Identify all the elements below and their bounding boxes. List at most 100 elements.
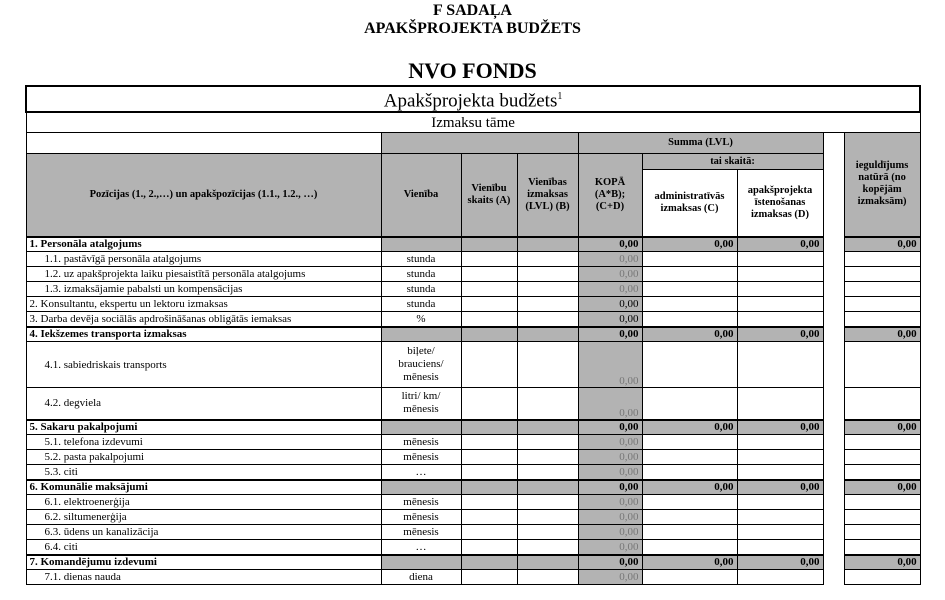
count-cell[interactable] [460, 325, 518, 342]
count-cell[interactable] [460, 509, 518, 525]
inkind-cell[interactable] [843, 434, 921, 450]
impl-cell[interactable] [736, 266, 824, 282]
count-cell[interactable] [460, 341, 518, 388]
unit-cost-cell[interactable] [516, 494, 579, 510]
inkind-cell: 0,00 [843, 325, 921, 342]
impl-cell[interactable] [736, 311, 824, 327]
admin-cell[interactable] [641, 434, 738, 450]
inkind-cell[interactable] [843, 251, 921, 267]
unit-cost-cell[interactable] [516, 341, 579, 388]
count-cell[interactable] [460, 266, 518, 282]
inkind-cell[interactable] [843, 311, 921, 327]
unit-cell: diena [380, 569, 462, 585]
impl-cell[interactable] [736, 434, 824, 450]
impl-cell[interactable] [736, 509, 824, 525]
total-cell: 0,00 [577, 235, 643, 252]
count-cell[interactable] [460, 296, 518, 312]
admin-cell[interactable] [641, 449, 738, 465]
admin-cell[interactable] [641, 509, 738, 525]
inkind-cell[interactable] [843, 387, 921, 420]
total-cell: 0,00 [577, 325, 643, 342]
table-row: 5.2. pasta pakalpojumi mēnesis 0,00 [25, 449, 921, 465]
unit-cost-cell[interactable] [516, 569, 579, 585]
impl-cell[interactable] [736, 387, 824, 420]
count-cell[interactable] [460, 434, 518, 450]
inkind-cell[interactable] [843, 494, 921, 510]
count-cell[interactable] [460, 281, 518, 297]
count-cell[interactable] [460, 539, 518, 555]
impl-cell[interactable] [736, 494, 824, 510]
unit-cost-cell[interactable] [516, 296, 579, 312]
unit-cost-cell[interactable] [516, 449, 579, 465]
unit-cost-cell[interactable] [516, 251, 579, 267]
inkind-cell[interactable] [843, 341, 921, 388]
impl-cell[interactable] [736, 281, 824, 297]
admin-cell[interactable] [641, 311, 738, 327]
header-unit-group [380, 132, 579, 154]
count-cell[interactable] [460, 494, 518, 510]
position-label: 4.1. sabiedriskais transports [25, 341, 382, 388]
header-sum-group: Summa (LVL) [577, 132, 824, 154]
unit-cost-cell[interactable] [516, 266, 579, 282]
inkind-cell[interactable] [843, 509, 921, 525]
unit-cell: mēnesis [380, 494, 462, 510]
impl-cell[interactable] [736, 539, 824, 555]
inkind-cell[interactable] [843, 464, 921, 480]
impl-cell[interactable] [736, 524, 824, 540]
unit-cost-cell[interactable] [516, 539, 579, 555]
count-cell[interactable] [460, 524, 518, 540]
inkind-cell[interactable] [843, 266, 921, 282]
unit-cost-cell[interactable] [516, 553, 579, 570]
impl-cell[interactable] [736, 251, 824, 267]
count-cell[interactable] [460, 449, 518, 465]
unit-cost-cell[interactable] [516, 418, 579, 435]
admin-cell[interactable] [641, 569, 738, 585]
unit-cost-cell[interactable] [516, 509, 579, 525]
impl-cell[interactable] [736, 464, 824, 480]
inkind-cell[interactable] [843, 296, 921, 312]
admin-cell[interactable] [641, 251, 738, 267]
table-row: 4.2. degviela litri/ km/ mēnesis 0,00 [25, 387, 921, 420]
admin-cell[interactable] [641, 494, 738, 510]
inkind-cell[interactable] [843, 449, 921, 465]
count-cell[interactable] [460, 418, 518, 435]
inkind-cell[interactable] [843, 524, 921, 540]
admin-cell[interactable] [641, 296, 738, 312]
admin-cell[interactable] [641, 281, 738, 297]
count-cell[interactable] [460, 464, 518, 480]
unit-cost-cell[interactable] [516, 311, 579, 327]
count-cell[interactable] [460, 553, 518, 570]
unit-cost-cell[interactable] [516, 387, 579, 420]
header-positions: Pozīcijas (1., 2.,…) un apakšpozīcijas (… [25, 153, 382, 237]
unit-cost-cell[interactable] [516, 325, 579, 342]
unit-cost-cell[interactable] [516, 478, 579, 495]
admin-cell[interactable] [641, 524, 738, 540]
count-cell[interactable] [460, 235, 518, 252]
total-cell: 0,00 [577, 387, 643, 420]
impl-cell[interactable] [736, 569, 824, 585]
unit-cost-cell[interactable] [516, 281, 579, 297]
impl-cell[interactable] [736, 449, 824, 465]
unit-cost-cell[interactable] [516, 524, 579, 540]
unit-cost-cell[interactable] [516, 434, 579, 450]
admin-cell[interactable] [641, 387, 738, 420]
unit-cost-cell[interactable] [516, 464, 579, 480]
inkind-cell[interactable] [843, 569, 921, 585]
admin-cell[interactable] [641, 539, 738, 555]
inkind-cell[interactable] [843, 539, 921, 555]
table-row: 5. Sakaru pakalpojumi 0,00 0,00 0,00 0,00 [25, 418, 921, 435]
admin-cell[interactable] [641, 341, 738, 388]
impl-cell[interactable] [736, 296, 824, 312]
inkind-cell[interactable] [843, 281, 921, 297]
gap-column [822, 132, 845, 237]
count-cell[interactable] [460, 311, 518, 327]
count-cell[interactable] [460, 251, 518, 267]
impl-cell[interactable] [736, 341, 824, 388]
count-cell[interactable] [460, 478, 518, 495]
admin-cell[interactable] [641, 464, 738, 480]
table-subtitle: Izmaksu tāme [25, 111, 921, 133]
unit-cost-cell[interactable] [516, 235, 579, 252]
count-cell[interactable] [460, 387, 518, 420]
count-cell[interactable] [460, 569, 518, 585]
admin-cell[interactable] [641, 266, 738, 282]
